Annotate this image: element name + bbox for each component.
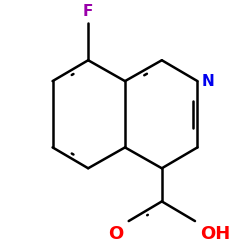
Text: F: F xyxy=(83,4,93,19)
Text: N: N xyxy=(202,74,214,88)
Text: OH: OH xyxy=(200,225,230,243)
Text: O: O xyxy=(108,225,124,243)
